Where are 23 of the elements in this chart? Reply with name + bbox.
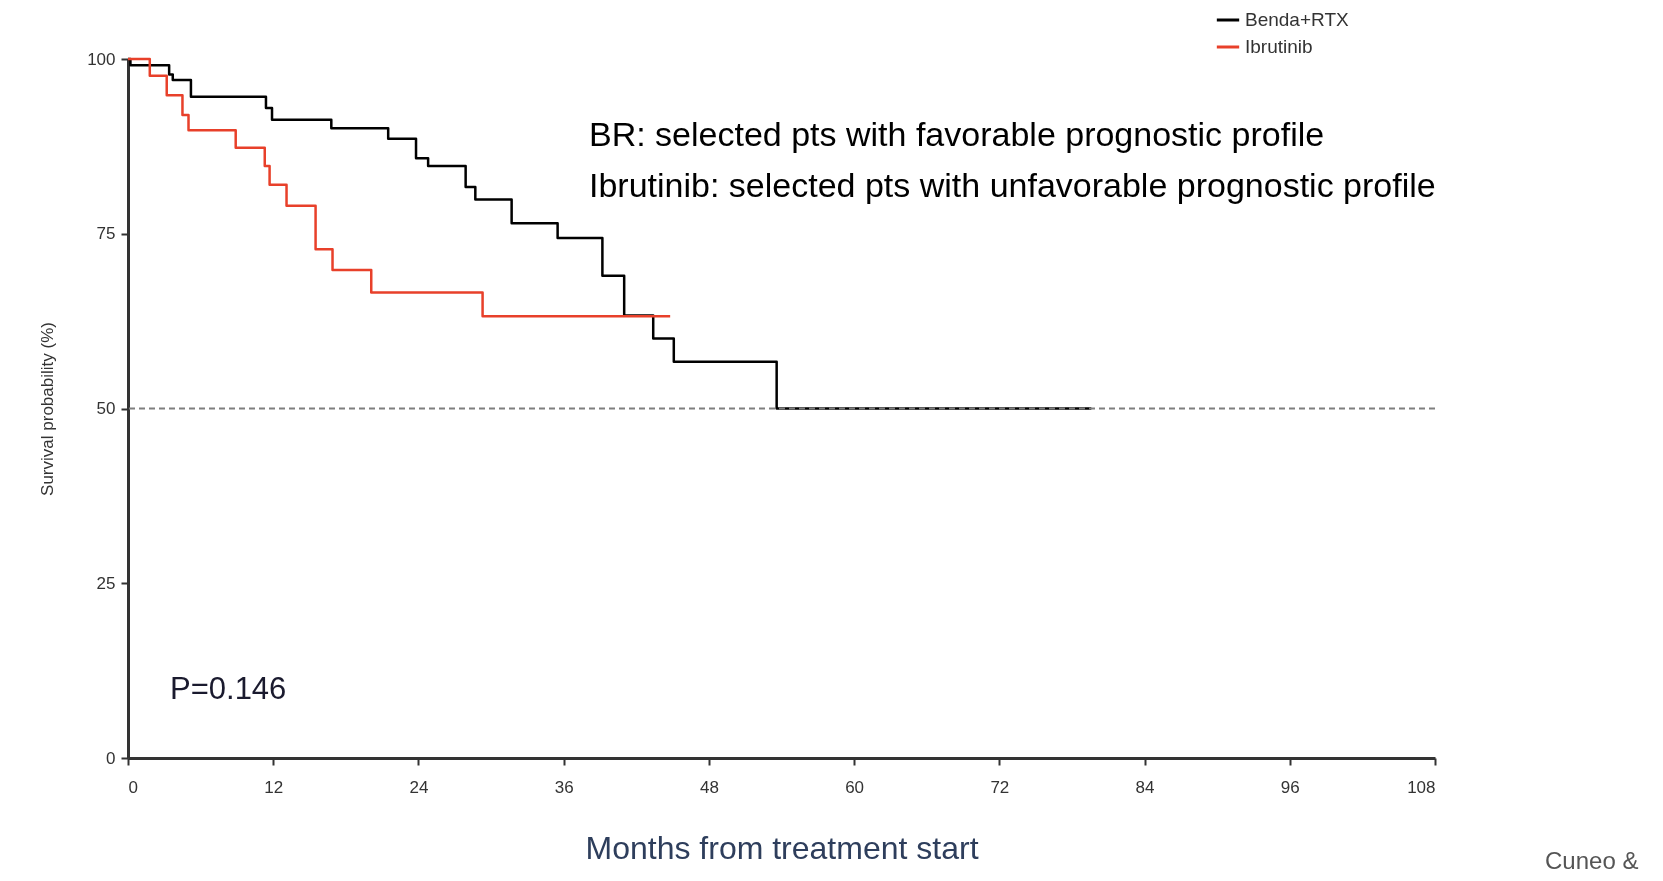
y-tick-label: 100 [87, 49, 116, 69]
x-tick-label: 96 [1280, 777, 1300, 797]
text: Cuneo & [1545, 847, 1639, 874]
y-tick-label: 75 [96, 224, 116, 244]
x-tick-label: 12 [264, 777, 284, 797]
annotation: BR: selected pts with favorable prognostic profile [589, 115, 1325, 153]
x-tick-label: 72 [990, 777, 1010, 797]
legend-label: Benda+RTX [1245, 9, 1350, 30]
x-tick-label: 36 [554, 777, 574, 797]
y-tick-label: 0 [106, 748, 116, 768]
x-tick-label: 48 [699, 777, 719, 797]
x-tick-label: 108 [1407, 777, 1436, 797]
annotation: P=0.146 [170, 671, 287, 706]
x-tick-label: 0 [128, 777, 138, 797]
y-tick-label: 25 [96, 573, 116, 593]
x-tick-label: 60 [845, 777, 865, 797]
y-axis-title: Survival probability (%) [38, 322, 58, 496]
x-tick-label: 24 [409, 777, 429, 797]
y-tick-label: 50 [96, 399, 116, 418]
annotation: Ibrutinib: selected pts with unfavorable prognostic profile [589, 166, 1436, 204]
x-axis-title: Months from treatment start [585, 829, 979, 866]
legend-label: Ibrutinib [1245, 36, 1313, 57]
x-tick-label: 84 [1135, 777, 1155, 797]
